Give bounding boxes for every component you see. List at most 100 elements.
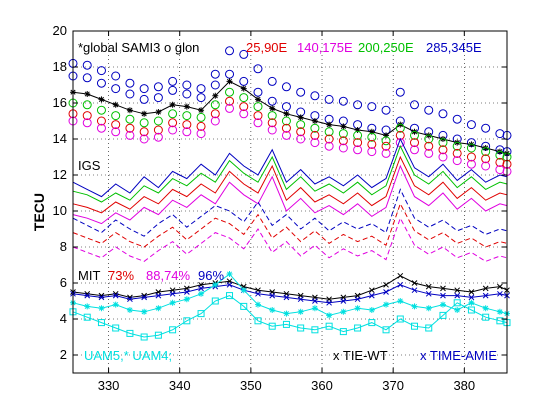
- data-point: [168, 125, 178, 135]
- data-point: [254, 96, 261, 103]
- data-point: [183, 317, 191, 325]
- data-point: [438, 145, 448, 155]
- annotation-uam: UAM5,* UAM4;: [84, 348, 172, 363]
- data-point: [338, 96, 348, 106]
- data-point: [255, 290, 261, 297]
- data-point: [281, 102, 291, 112]
- data-point: [440, 285, 446, 292]
- series-16: [69, 292, 511, 341]
- data-point: [340, 308, 347, 315]
- data-point: [495, 165, 505, 175]
- data-point: [225, 103, 235, 113]
- axis-ticks: 330 340 350 360 370 380 2 4 6 8 10 12 14 16 18 20: [53, 23, 507, 393]
- data-point: [112, 324, 120, 332]
- x-tick-label: 370: [382, 378, 404, 393]
- data-point: [182, 127, 192, 137]
- data-point: [254, 317, 262, 325]
- data-point: [125, 78, 135, 88]
- data-point: [253, 64, 263, 74]
- data-point: [168, 76, 178, 86]
- series-14: [70, 281, 510, 306]
- y-tick-label: 10: [53, 203, 67, 218]
- data-point: [395, 123, 405, 133]
- data-point: [239, 93, 249, 103]
- data-point: [169, 290, 176, 297]
- data-point: [111, 120, 121, 130]
- data-point: [269, 105, 276, 112]
- data-point: [425, 305, 432, 312]
- data-point: [424, 134, 434, 144]
- series-6: [72, 137, 508, 198]
- data-point: [183, 289, 190, 295]
- data-point: [82, 100, 92, 110]
- data-point: [240, 287, 247, 294]
- annotation-time: x TIME-AMIE: [420, 348, 497, 363]
- data-point: [481, 147, 491, 157]
- data-point: [338, 143, 348, 153]
- data-point: [411, 303, 418, 310]
- annotation-sami3: *global SAMI3 o glon: [78, 40, 199, 55]
- series-11: [72, 202, 508, 248]
- x-tick-label: 380: [453, 378, 475, 393]
- data-point: [267, 111, 277, 121]
- data-point: [183, 103, 190, 110]
- data-point: [82, 118, 92, 128]
- data-point: [452, 156, 462, 166]
- series-9: [72, 164, 508, 225]
- data-point: [354, 127, 361, 133]
- data-point: [139, 94, 149, 104]
- data-point: [367, 102, 377, 112]
- data-point: [140, 333, 148, 341]
- data-point: [312, 298, 318, 304]
- data-point: [196, 121, 206, 131]
- data-point: [96, 66, 106, 76]
- data-point: [225, 96, 235, 106]
- data-point: [410, 145, 420, 155]
- data-point: [354, 296, 361, 303]
- data-point: [198, 285, 204, 292]
- data-point: [125, 114, 135, 124]
- data-point: [211, 297, 219, 305]
- data-point: [126, 307, 133, 313]
- x-tick-label: 360: [311, 378, 333, 393]
- data-point: [296, 87, 306, 97]
- data-point: [454, 292, 461, 299]
- series-7: [72, 144, 508, 203]
- data-point: [424, 141, 434, 151]
- data-point: [155, 292, 162, 299]
- data-point: [225, 87, 235, 97]
- data-point: [169, 101, 176, 108]
- annotation-lon-3: 285,345E: [426, 40, 482, 55]
- data-point: [281, 116, 291, 126]
- data-point: [468, 289, 475, 295]
- data-point: [324, 127, 334, 137]
- data-point: [311, 326, 319, 334]
- data-point: [324, 94, 334, 104]
- data-point: [340, 298, 347, 304]
- data-point: [182, 89, 192, 99]
- data-point: [225, 46, 235, 56]
- data-point: [282, 320, 290, 328]
- series-line: [72, 216, 508, 262]
- data-point: [383, 301, 390, 308]
- data-point: [196, 129, 206, 139]
- series-line: [72, 164, 508, 225]
- data-point: [196, 93, 206, 103]
- data-point: [368, 319, 376, 327]
- data-point: [397, 298, 404, 304]
- data-point: [381, 105, 391, 115]
- data-point: [496, 317, 504, 325]
- data-point: [127, 296, 133, 303]
- data-point: [296, 134, 306, 144]
- data-point: [438, 109, 448, 119]
- data-point: [353, 100, 363, 110]
- annotation-lon-1: 140,175E: [297, 40, 353, 55]
- x-tick-label: 350: [240, 378, 262, 393]
- data-point: [410, 130, 420, 140]
- series-0: [68, 46, 512, 140]
- data-point: [425, 324, 433, 332]
- data-point: [139, 127, 149, 137]
- data-point: [382, 326, 390, 334]
- data-point: [438, 152, 448, 162]
- data-point: [153, 93, 163, 103]
